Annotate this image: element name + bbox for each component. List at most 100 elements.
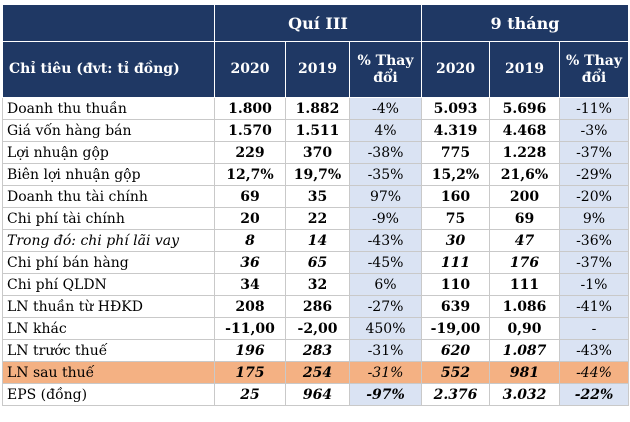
table-row-operating-profit: LN thuần từ HĐKD 208 286 -27% 639 1.086 … [2, 295, 629, 318]
table-row-financial-expense: Chi phí tài chính 20 22 -9% 75 69 9% [2, 207, 629, 230]
cell-q3-pct: -43% [349, 229, 422, 252]
table-row-financial-revenue: Doanh thu tài chính 69 35 97% 160 200 -2… [2, 185, 629, 208]
table-row-interest-expense: Trong đó: chi phí lãi vay 8 14 -43% 30 4… [2, 229, 629, 252]
cell-q3-pct: 97% [349, 185, 422, 208]
cell-9m-pct: -11% [559, 97, 629, 120]
cell-9m-2020: 775 [421, 141, 490, 164]
cell-q3-2019: 1.511 [285, 119, 350, 142]
cell-9m-2019: 111 [489, 273, 560, 296]
financial-summary-table: Quí III 9 tháng Chỉ tiêu (đvt: tỉ đồng) … [2, 4, 629, 406]
cell-q3-2019: -2,00 [285, 317, 350, 340]
cell-q3-2019: 32 [285, 273, 350, 296]
cell-9m-2019: 1.228 [489, 141, 560, 164]
cell-q3-2020: -11,00 [214, 317, 286, 340]
row-label: LN trước thuế [2, 339, 215, 362]
table-row-eps: EPS (đồng) 25 964 -97% 2.376 3.032 -22% [2, 383, 629, 406]
cell-q3-2020: 1.800 [214, 97, 286, 120]
cell-9m-pct: -43% [559, 339, 629, 362]
cell-9m-2019: 47 [489, 229, 560, 252]
cell-9m-2019: 1.087 [489, 339, 560, 362]
row-label: Lợi nhuận gộp [2, 141, 215, 164]
header-q3-2019: 2019 [285, 41, 350, 98]
cell-9m-2020: 5.093 [421, 97, 490, 120]
cell-9m-2020: 2.376 [421, 383, 490, 406]
cell-q3-2020: 20 [214, 207, 286, 230]
table-row-other-profit: LN khác -11,00 -2,00 450% -19,00 0,90 - [2, 317, 629, 340]
row-label: Doanh thu thuần [2, 97, 215, 120]
row-label: LN thuần từ HĐKD [2, 295, 215, 318]
cell-9m-pct: - [559, 317, 629, 340]
table-row-selling-expense: Chi phí bán hàng 36 65 -45% 111 176 -37% [2, 251, 629, 274]
row-label: LN khác [2, 317, 215, 340]
cell-q3-pct: -97% [349, 383, 422, 406]
cell-9m-2020: 30 [421, 229, 490, 252]
cell-9m-pct: -22% [559, 383, 629, 406]
cell-q3-pct: -45% [349, 251, 422, 274]
cell-9m-2019: 4.468 [489, 119, 560, 142]
cell-q3-2020: 12,7% [214, 163, 286, 186]
cell-q3-2020: 1.570 [214, 119, 286, 142]
cell-q3-2019: 65 [285, 251, 350, 274]
cell-q3-pct: -38% [349, 141, 422, 164]
cell-9m-2019: 0,90 [489, 317, 560, 340]
cell-9m-pct: -20% [559, 185, 629, 208]
header-group-q3: Quí III [214, 4, 422, 42]
cell-q3-2019: 286 [285, 295, 350, 318]
header-q3-2020: 2020 [214, 41, 286, 98]
cell-q3-pct: 450% [349, 317, 422, 340]
cell-q3-2020: 175 [214, 361, 286, 384]
row-label: Biên lợi nhuận gộp [2, 163, 215, 186]
table-row-profit-before-tax: LN trước thuế 196 283 -31% 620 1.087 -43… [2, 339, 629, 362]
row-label: Trong đó: chi phí lãi vay [2, 229, 215, 252]
cell-9m-2020: 4.319 [421, 119, 490, 142]
cell-9m-2020: 639 [421, 295, 490, 318]
cell-9m-pct: -36% [559, 229, 629, 252]
cell-9m-2020: 110 [421, 273, 490, 296]
cell-q3-2019: 19,7% [285, 163, 350, 186]
cell-q3-2020: 229 [214, 141, 286, 164]
header-group-row: Quí III 9 tháng [2, 4, 629, 42]
cell-q3-pct: 6% [349, 273, 422, 296]
cell-9m-pct: -29% [559, 163, 629, 186]
cell-q3-2020: 69 [214, 185, 286, 208]
table-row-admin-expense: Chi phí QLDN 34 32 6% 110 111 -1% [2, 273, 629, 296]
cell-q3-2019: 283 [285, 339, 350, 362]
cell-9m-2019: 200 [489, 185, 560, 208]
cell-9m-2020: 160 [421, 185, 490, 208]
cell-q3-pct: 4% [349, 119, 422, 142]
cell-q3-2019: 35 [285, 185, 350, 208]
cell-9m-pct: -44% [559, 361, 629, 384]
cell-9m-2019: 981 [489, 361, 560, 384]
cell-q3-2019: 254 [285, 361, 350, 384]
cell-q3-pct: -31% [349, 361, 422, 384]
cell-9m-2019: 21,6% [489, 163, 560, 186]
cell-q3-2020: 196 [214, 339, 286, 362]
cell-9m-pct: -3% [559, 119, 629, 142]
table-row-gross-margin: Biên lợi nhuận gộp 12,7% 19,7% -35% 15,2… [2, 163, 629, 186]
cell-9m-2020: 15,2% [421, 163, 490, 186]
table-row-gross-profit: Lợi nhuận gộp 229 370 -38% 775 1.228 -37… [2, 141, 629, 164]
header-9m-pct: % Thay đổi [559, 41, 629, 98]
row-label: Giá vốn hàng bán [2, 119, 215, 142]
cell-9m-2020: 620 [421, 339, 490, 362]
table-row-profit-after-tax: LN sau thuế 175 254 -31% 552 981 -44% [2, 361, 629, 384]
cell-9m-2020: -19,00 [421, 317, 490, 340]
cell-q3-2020: 208 [214, 295, 286, 318]
table-row-cogs: Giá vốn hàng bán 1.570 1.511 4% 4.319 4.… [2, 119, 629, 142]
table-row-net-revenue: Doanh thu thuần 1.800 1.882 -4% 5.093 5.… [2, 97, 629, 120]
cell-q3-2020: 25 [214, 383, 286, 406]
header-9m-2019: 2019 [489, 41, 560, 98]
header-9m-2020: 2020 [421, 41, 490, 98]
cell-9m-2019: 1.086 [489, 295, 560, 318]
header-q3-pct: % Thay đổi [349, 41, 422, 98]
header-group-9m: 9 tháng [421, 4, 629, 42]
cell-9m-2019: 5.696 [489, 97, 560, 120]
cell-q3-2019: 14 [285, 229, 350, 252]
cell-9m-2020: 111 [421, 251, 490, 274]
cell-9m-pct: 9% [559, 207, 629, 230]
cell-9m-2020: 75 [421, 207, 490, 230]
header-blank-cell [2, 4, 215, 42]
cell-q3-2019: 22 [285, 207, 350, 230]
cell-9m-pct: -1% [559, 273, 629, 296]
